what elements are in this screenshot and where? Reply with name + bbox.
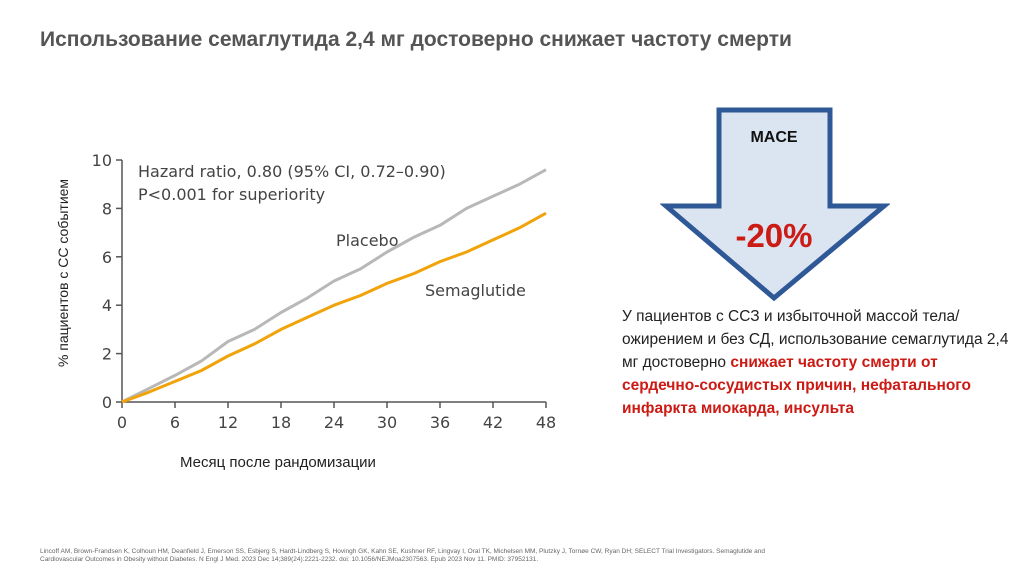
x-tick-label: 30	[377, 413, 397, 432]
y-tick-label: 10	[92, 151, 112, 170]
x-tick-label: 24	[324, 413, 344, 432]
series-line-placebo	[121, 168, 547, 404]
y-axis-label: % пациентов с СС событием	[55, 179, 71, 367]
y-tick-label: 6	[102, 248, 112, 267]
x-tick-label: 6	[170, 413, 180, 432]
p-value-annotation: P<0.001 for superiority	[138, 185, 325, 204]
down-arrow-shape	[660, 107, 890, 302]
x-axis-label: Месяц после рандомизации	[180, 454, 376, 471]
series-group	[121, 168, 547, 404]
mace-reduction-value: -20%	[735, 217, 812, 254]
y-tick-label: 0	[102, 393, 112, 412]
y-tick-label: 8	[102, 199, 112, 218]
y-tick-label: 4	[102, 296, 112, 315]
description-text: У пациентов с ССЗ и избыточной массой те…	[622, 308, 1009, 371]
result-description: У пациентов с ССЗ и избыточной массой те…	[622, 305, 1012, 420]
x-tick-label: 18	[271, 413, 291, 432]
mace-label: MACE	[750, 129, 797, 146]
reference-citation: Lincoff AM, Brown-Frandsen K, Colhoun HM…	[40, 548, 765, 563]
x-tick-label: 48	[536, 413, 556, 432]
x-tick-label: 0	[117, 413, 127, 432]
hazard-ratio-annotation: Hazard ratio, 0.80 (95% CI, 0.72–0.90)	[138, 162, 446, 181]
page-title: Использование семаглутида 2,4 мг достове…	[40, 28, 792, 51]
x-tick-label: 42	[483, 413, 503, 432]
y-tick-label: 2	[102, 345, 112, 364]
x-tick-label: 36	[430, 413, 450, 432]
series-label-semaglutide: Semaglutide	[425, 281, 526, 300]
description-highlight: снижает частоту смерти от сердечно-сосуд…	[622, 354, 972, 417]
series-line-semaglutide	[121, 211, 547, 404]
mace-arrow: MACE -20%	[660, 107, 890, 302]
x-tick-label: 12	[218, 413, 238, 432]
series-label-placebo: Placebo	[336, 231, 398, 250]
